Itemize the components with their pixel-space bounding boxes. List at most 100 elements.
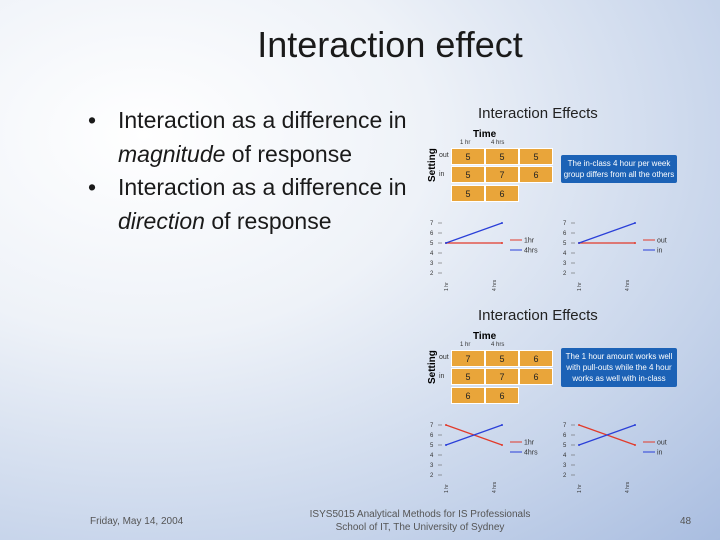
data-point — [445, 424, 447, 426]
legend-label: out — [657, 238, 667, 245]
y-tick-label: 6 — [563, 433, 567, 439]
setting-label: Setting — [427, 148, 438, 182]
y-tick-label: 2 — [430, 473, 434, 479]
bullet-magnitude: Interaction as a difference in magnitude… — [88, 104, 408, 171]
col-label: 4 hrs — [491, 342, 505, 348]
legend-label: 1hr — [524, 238, 535, 245]
bullet-direction: Interaction as a difference in direction… — [88, 171, 408, 238]
table-cell: 6 — [485, 387, 519, 404]
legend-label: 4hrs — [524, 248, 538, 255]
bullet-text: Interaction as a difference in — [118, 107, 407, 133]
panel-title: Interaction Effects — [478, 105, 598, 122]
y-tick-label: 5 — [430, 241, 434, 247]
x-tick-label: 4 hrs — [492, 279, 498, 291]
data-point — [578, 424, 580, 426]
time-label: Time — [473, 331, 497, 342]
bullet-text: of response — [204, 207, 332, 234]
row-label: out — [439, 354, 449, 361]
footer-course: ISYS5015 Analytical Methods for IS Profe… — [290, 508, 550, 534]
y-tick-label: 6 — [430, 433, 434, 439]
data-point — [634, 424, 636, 426]
row-label: in — [439, 171, 445, 178]
setting-label: Setting — [427, 350, 438, 384]
y-tick-label: 3 — [563, 463, 567, 469]
x-tick-label: 1 hr — [577, 484, 583, 493]
footer-course-line: ISYS5015 Analytical Methods for IS Profe… — [309, 509, 531, 520]
legend-label: out — [657, 440, 667, 447]
y-tick-label: 2 — [430, 271, 434, 277]
bullet-emphasis: direction — [118, 207, 205, 234]
legend-label: 4hrs — [524, 450, 538, 457]
col-label: 4 hrs — [491, 140, 505, 146]
row-label: in — [439, 373, 445, 380]
time-label: Time — [473, 129, 497, 140]
table-cell: 7 — [451, 350, 485, 367]
y-tick-label: 3 — [563, 261, 567, 267]
data-point — [578, 444, 580, 446]
table-cell: 6 — [485, 185, 519, 202]
y-tick-label: 6 — [430, 231, 434, 237]
bullet-list: Interaction as a difference in magnitude… — [88, 104, 408, 238]
interaction-panel-2: Interaction Effects Time 1 hr 4 hrs Sett… — [418, 302, 688, 498]
series-line — [445, 222, 503, 244]
y-tick-label: 5 — [563, 443, 567, 449]
y-tick-label: 3 — [430, 463, 434, 469]
y-tick-label: 4 — [430, 251, 434, 257]
x-tick-label: 4 hrs — [625, 481, 631, 493]
legend-label: in — [657, 248, 663, 255]
interaction-panel-1: Interaction Effects Time 1 hr 4 hrs Sett… — [418, 100, 688, 296]
explanation-note: The 1 hour amount works well with pull-o… — [561, 348, 677, 387]
x-tick-label: 4 hrs — [492, 481, 498, 493]
y-tick-label: 4 — [563, 251, 567, 257]
table-cell: 5 — [451, 368, 485, 385]
y-tick-label: 6 — [563, 231, 567, 237]
data-point — [634, 222, 636, 224]
data-point — [501, 424, 503, 426]
y-tick-label: 7 — [563, 221, 567, 227]
y-tick-label: 5 — [563, 241, 567, 247]
table-cell: 5 — [485, 148, 519, 165]
row-label: out — [439, 152, 449, 159]
bullet-text: Interaction as a difference in — [118, 174, 407, 200]
x-tick-label: 4 hrs — [625, 279, 631, 291]
x-tick-label: 1 hr — [444, 484, 450, 493]
data-point — [634, 444, 636, 446]
table-cell: 5 — [519, 148, 553, 165]
data-point — [501, 444, 503, 446]
legend-label: 1hr — [524, 440, 535, 447]
data-point — [501, 222, 503, 224]
bullet-text: of response — [225, 140, 353, 167]
data-point — [445, 242, 447, 244]
y-tick-label: 4 — [430, 453, 434, 459]
explanation-note: The in-class 4 hour per week group diffe… — [561, 155, 677, 183]
interaction-charts: 7 6 5 4 3 2 1 hr 4 hrs 1hr 4hrs 7 6 5 4 3 2 1 hr 4 hrs out… — [430, 423, 667, 493]
table-cell: 5 — [451, 166, 485, 183]
y-tick-label: 7 — [430, 423, 434, 429]
data-point — [634, 242, 636, 244]
col-label: 1 hr — [460, 342, 471, 348]
x-tick-label: 1 hr — [577, 282, 583, 291]
table-cell: 6 — [519, 166, 553, 183]
col-label: 1 hr — [460, 140, 471, 146]
y-tick-label: 5 — [430, 443, 434, 449]
y-tick-label: 4 — [563, 453, 567, 459]
series-line — [578, 424, 636, 446]
table-cell: 7 — [485, 368, 519, 385]
slide-title: Interaction effect — [257, 24, 523, 65]
legend-label: in — [657, 450, 663, 457]
footer-date: Friday, May 14, 2004 — [90, 516, 184, 527]
table-cell: 6 — [519, 368, 553, 385]
y-tick-label: 2 — [563, 473, 567, 479]
table-cell: 5 — [451, 185, 485, 202]
table-cell: 7 — [485, 166, 519, 183]
series-line — [445, 424, 503, 446]
footer-course-line: School of IT, The University of Sydney — [335, 522, 505, 533]
data-point — [578, 242, 580, 244]
table-cell: 6 — [519, 350, 553, 367]
bullet-emphasis: magnitude — [118, 140, 226, 167]
page-number: 48 — [680, 516, 692, 527]
interaction-charts: 7 6 5 4 3 2 1 hr 4 hrs 1hr 4hrs 7 6 5 4 3 2 1 hr 4 hrs out… — [430, 221, 667, 291]
data-point — [501, 242, 503, 244]
panel-title: Interaction Effects — [478, 307, 598, 324]
y-tick-label: 7 — [563, 423, 567, 429]
